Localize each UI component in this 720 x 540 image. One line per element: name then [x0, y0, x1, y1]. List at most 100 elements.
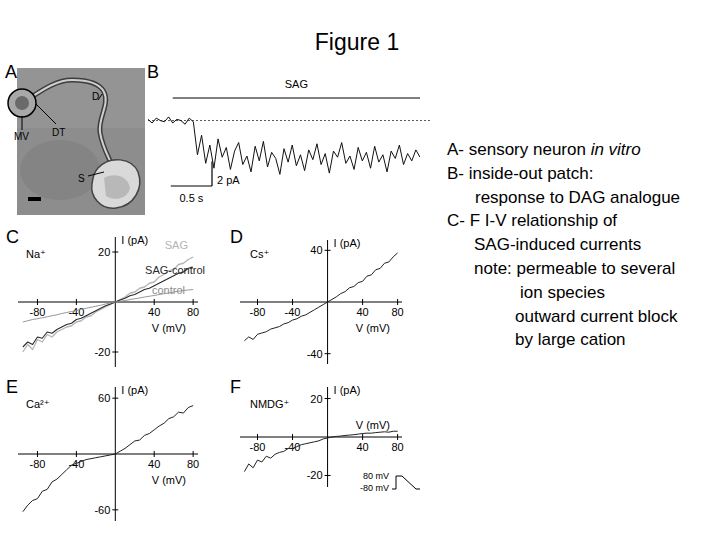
x-axis-label: V (mV) [356, 322, 390, 334]
y-tick [112, 509, 118, 510]
scale-bar-label: 2 pA [217, 174, 240, 186]
baseline [148, 120, 430, 121]
y-tick [325, 475, 331, 476]
x-tick-label: -80 [250, 306, 266, 318]
scale-bar [28, 197, 41, 201]
y-tick [325, 250, 331, 251]
note-line: response to DAG analogue [475, 188, 680, 207]
x-tick [397, 299, 398, 305]
terminal [15, 96, 29, 110]
note-line: by large cation [515, 330, 626, 349]
dendrite [30, 80, 112, 165]
x-tick-label: 40 [356, 306, 368, 318]
note-text: response to DAG analogue [475, 188, 680, 207]
panel-letter: E [6, 377, 18, 397]
x-tick [397, 434, 398, 440]
annotation: SAG [285, 78, 308, 90]
x-tick [292, 299, 293, 305]
x-tick-label: -80 [30, 458, 46, 470]
x-axis [240, 437, 402, 438]
panel-3: E Ca²⁺ -80 -40 40 80 60 -60 I (pA) V (mV) [6, 377, 199, 521]
panel-letter: A [5, 62, 17, 82]
plot-area [244, 431, 397, 471]
y-tick-label: 60 [98, 392, 110, 404]
ion-label: Ca²⁺ [26, 398, 50, 410]
x-tick [193, 451, 194, 457]
y-axis [327, 387, 328, 487]
y-axis-label: I (pA) [121, 384, 148, 396]
panel-4: FNMDG⁺-80-40408020-20I (pA)V (mV)80 mV-8… [230, 377, 420, 493]
plot-area [148, 117, 420, 174]
x-tick [362, 299, 363, 305]
ion-label: Cs⁺ [250, 248, 269, 260]
y-tick [325, 353, 331, 354]
figure-title: Figure 1 [315, 29, 399, 55]
panel-2: DCs⁺-80-40408040-40I (pA)V (mV) [230, 227, 404, 364]
note-text: in vitro [591, 140, 641, 159]
x-tick [193, 299, 194, 305]
series-label: SAG [165, 239, 188, 251]
x-tick-label: -40 [285, 306, 301, 318]
label-line [36, 104, 56, 124]
x-axis [240, 302, 402, 303]
series-label: SAG-control [145, 264, 205, 276]
image-label: MV [14, 131, 29, 142]
micrograph-shade [17, 68, 145, 128]
x-tick [362, 434, 363, 440]
x-tick-label: -40 [285, 441, 301, 453]
x-tick-label: 80 [391, 441, 403, 453]
x-axis [18, 302, 198, 303]
note-line: note: permeable to several [474, 259, 675, 278]
y-tick-label: -60 [94, 504, 110, 516]
image-label: D [92, 91, 99, 102]
note-text: B- inside-out patch: [447, 164, 593, 183]
x-tick [76, 299, 77, 305]
x-tick-label: -80 [30, 306, 46, 318]
x-tick [154, 451, 155, 457]
protocol-inset [392, 476, 420, 489]
trace [244, 431, 397, 471]
x-tick [257, 434, 258, 440]
ion-label: Na⁺ [26, 248, 46, 260]
micrograph [17, 68, 145, 215]
y-tick [112, 252, 118, 253]
x-tick-label: 80 [187, 458, 199, 470]
note-text: by large cation [515, 330, 626, 349]
x-tick-label: 40 [148, 458, 160, 470]
x-tick [154, 299, 155, 305]
soma-detail [104, 175, 130, 199]
panel-0: BSAG2 pA0.5 s [147, 62, 430, 204]
y-tick [112, 398, 118, 399]
micrograph-shade [20, 140, 100, 200]
note-line: SAG-induced currents [474, 235, 641, 254]
note-text: A- sensory neuron [447, 140, 591, 159]
x-tick-label: -80 [250, 441, 266, 453]
x-axis [18, 454, 198, 455]
note-line: B- inside-out patch: [447, 164, 593, 183]
y-tick [112, 352, 118, 353]
background [0, 0, 720, 540]
note-text: SAG-induced currents [474, 235, 641, 254]
y-axis-label: I (pA) [334, 237, 361, 249]
x-axis-label: V (mV) [356, 419, 390, 431]
panel-letter: F [230, 377, 241, 397]
ion-label: NMDG⁺ [250, 398, 290, 410]
x-axis-label: V (mV) [152, 474, 186, 486]
y-axis-label: I (pA) [121, 234, 148, 246]
y-tick-label: 20 [310, 393, 322, 405]
trace [23, 406, 193, 512]
y-tick-label: -20 [94, 346, 110, 358]
note-text: outward current block [515, 307, 678, 326]
note-line: outward current block [515, 307, 678, 326]
scale-bar-x [171, 185, 212, 186]
x-tick-label: -40 [68, 458, 84, 470]
y-tick-label: 40 [310, 244, 322, 256]
y-tick-label: -40 [307, 348, 323, 360]
trace [23, 267, 193, 347]
image-label: S [78, 173, 85, 184]
x-tick [292, 434, 293, 440]
scale-bar-label: 0.5 s [179, 192, 203, 204]
x-tick [37, 451, 38, 457]
image-label: DT [52, 127, 65, 138]
x-tick-label: 80 [187, 306, 199, 318]
